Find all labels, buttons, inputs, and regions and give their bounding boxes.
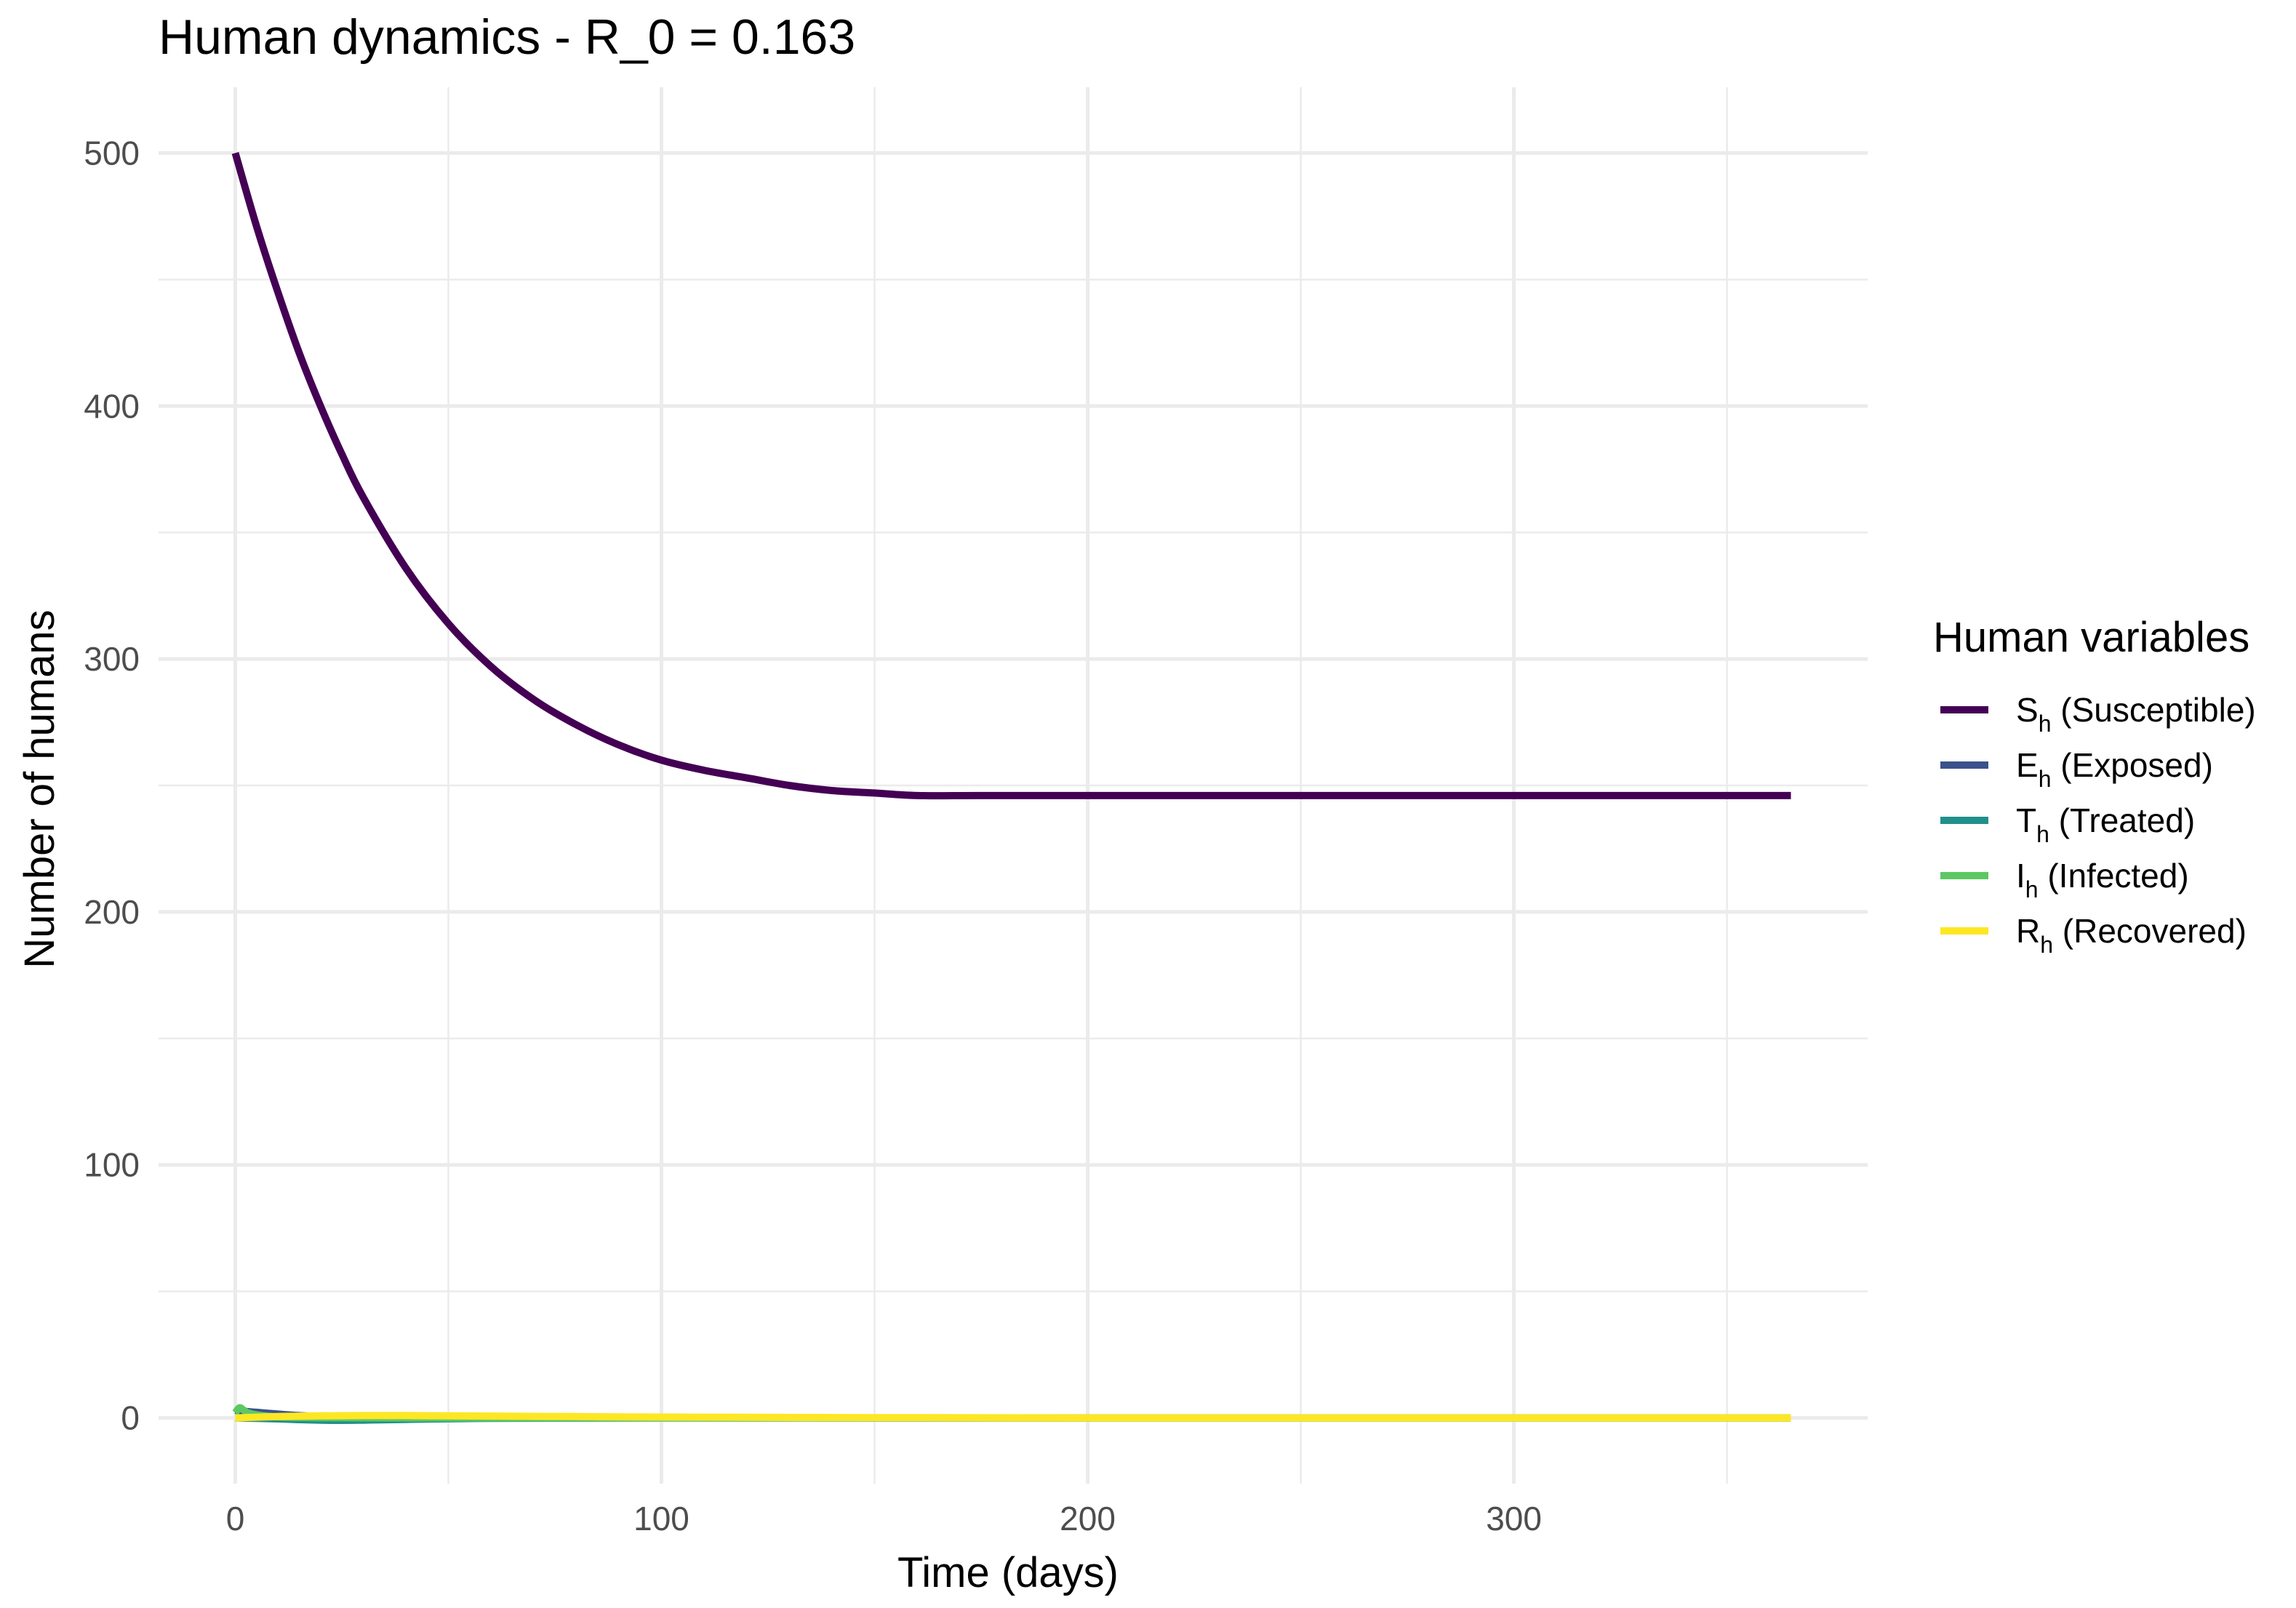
legend-entries: Sh (Susceptible) Eh (Exposed) Th (Treated)… xyxy=(1940,691,2256,958)
legend-label: Eh (Exposed) xyxy=(2016,746,2213,792)
y-axis-ticks: 0 100 200 300 400 500 xyxy=(84,134,140,1436)
legend-item-exposed: Eh (Exposed) xyxy=(1940,746,2213,792)
legend: Human variables Sh (Susceptible) Eh (Expo… xyxy=(1933,614,2256,958)
x-tick-label: 300 xyxy=(1486,1500,1542,1537)
legend-title: Human variables xyxy=(1933,614,2249,661)
legend-item-susceptible: Sh (Susceptible) xyxy=(1940,691,2256,737)
legend-item-treated: Th (Treated) xyxy=(1940,801,2195,847)
chart-title: Human dynamics - R_0 = 0.163 xyxy=(159,9,855,65)
series-layer xyxy=(231,152,1791,1424)
y-tick-label: 0 xyxy=(121,1399,140,1437)
legend-item-recovered: Rh (Recovered) xyxy=(1940,912,2247,958)
x-tick-label: 200 xyxy=(1060,1500,1116,1537)
legend-item-infected: Ih (Infected) xyxy=(1940,857,2189,903)
legend-label: Ih (Infected) xyxy=(2016,857,2189,903)
y-tick-label: 500 xyxy=(84,134,140,172)
legend-label: Sh (Susceptible) xyxy=(2016,691,2256,737)
y-axis-title: Number of humans xyxy=(16,609,63,968)
y-tick-label: 400 xyxy=(84,387,140,425)
x-axis-ticks: 0 100 200 300 xyxy=(226,1500,1542,1537)
legend-label: Th (Treated) xyxy=(2016,801,2195,847)
x-tick-label: 100 xyxy=(633,1500,689,1537)
y-tick-label: 200 xyxy=(84,893,140,931)
y-tick-label: 300 xyxy=(84,640,140,678)
minor-gridlines xyxy=(159,87,1868,1484)
x-tick-label: 0 xyxy=(226,1500,245,1537)
series-line-recovered xyxy=(235,1412,1791,1422)
series-line-susceptible xyxy=(231,152,1791,800)
y-tick-label: 100 xyxy=(84,1146,140,1184)
x-axis-title: Time (days) xyxy=(897,1549,1119,1596)
legend-label: Rh (Recovered) xyxy=(2016,912,2247,958)
